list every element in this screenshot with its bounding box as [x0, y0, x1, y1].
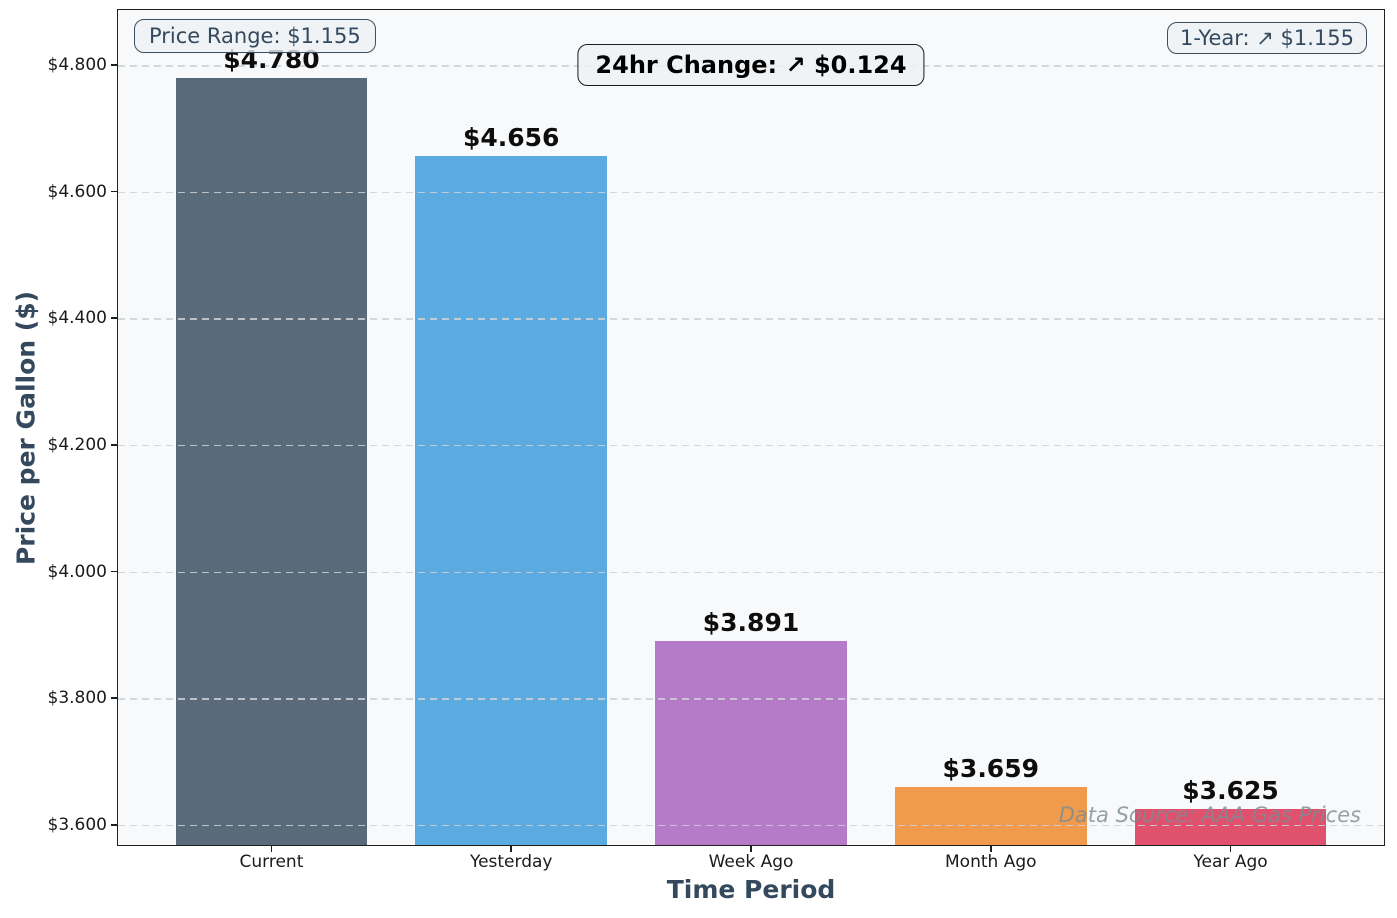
bar-value-label-year-ago: $3.625 [1182, 775, 1279, 805]
y-tick-mark [111, 190, 118, 193]
y-tick-label: $3.600 [47, 814, 107, 835]
gridline [118, 824, 1384, 827]
y-axis-label: Price per Gallon ($) [11, 290, 41, 566]
bar-value-label-month-ago: $3.659 [942, 754, 1040, 784]
y-tick-mark [111, 823, 118, 826]
gridline [118, 444, 1384, 447]
x-tick-label: Yesterday [469, 852, 553, 872]
x-axis-label: Time Period [666, 875, 836, 904]
y-tick-label: $4.200 [47, 434, 107, 455]
x-tick-mark [1229, 845, 1232, 852]
data-source-watermark: Data Source: AAA Gas Prices [1058, 803, 1361, 827]
gridline [118, 571, 1384, 574]
bar-current [175, 77, 368, 845]
bar-yesterday [415, 156, 608, 845]
y-tick-label: $4.000 [47, 561, 107, 582]
bar-value-label-yesterday: $4.656 [462, 123, 560, 153]
x-tick-label: Current [239, 852, 304, 872]
gridline [118, 191, 1384, 194]
x-tick-mark [750, 845, 752, 852]
bar-month-ago [894, 787, 1087, 845]
x-tick-mark [270, 845, 273, 852]
y-tick-label: $4.600 [47, 181, 107, 202]
x-tick-mark [989, 845, 992, 852]
x-tick-mark [510, 845, 513, 852]
y-tick-label: $4.800 [47, 55, 107, 76]
y-tick-mark [111, 64, 118, 66]
y-tick-label: $4.400 [47, 308, 107, 329]
y-tick-mark [111, 570, 118, 573]
y-tick-mark [111, 444, 118, 446]
one-year-annotation: 1-Year: ↗ $1.155 [1166, 22, 1367, 54]
price-range-annotation: Price Range: $1.155 [134, 19, 376, 53]
change-24hr-annotation: 24hr Change: ↗ $0.124 [577, 44, 925, 86]
y-tick-mark [111, 317, 118, 320]
gridline [118, 698, 1384, 700]
plot-area: $4.780 $4.656 $3.891 $3.659 $3.625 [117, 9, 1385, 846]
y-tick-mark [111, 697, 118, 699]
bar-year-ago [1134, 808, 1327, 845]
bar-value-label-week-ago: $3.891 [702, 607, 800, 637]
bar-week-ago [655, 640, 847, 845]
x-tick-label: Month Ago [945, 852, 1037, 872]
x-tick-label: Year Ago [1193, 852, 1268, 872]
y-tick-label: $3.800 [47, 688, 107, 709]
gridline [118, 318, 1384, 320]
x-tick-label: Week Ago [708, 852, 794, 872]
